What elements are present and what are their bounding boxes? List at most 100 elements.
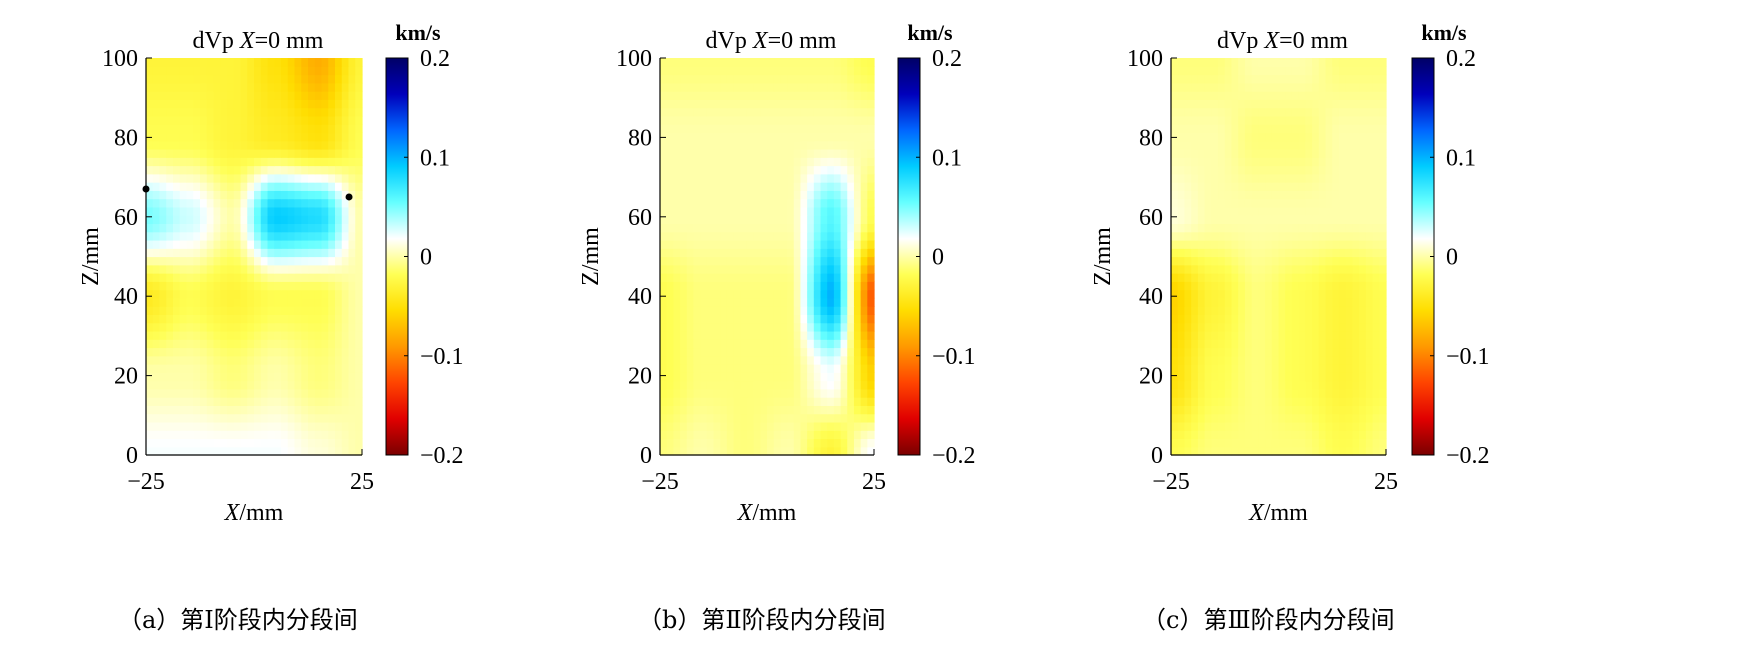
heatmap-cell (820, 413, 828, 423)
heatmap-cell (1177, 281, 1186, 291)
heatmap-cell (328, 231, 336, 241)
heatmap-cell (348, 388, 356, 398)
heatmap-cell (1352, 314, 1360, 324)
heatmap-cell (1211, 215, 1219, 225)
heatmap-cell (1244, 82, 1253, 92)
heatmap-cell (813, 314, 822, 324)
heatmap-cell (813, 148, 822, 158)
heatmap-cell (173, 281, 181, 291)
heatmap-cell (1184, 281, 1192, 291)
heatmap-cell (1251, 206, 1259, 216)
heatmap-cell (1379, 372, 1387, 382)
heatmap-cell (206, 306, 215, 315)
heatmap-cell (1379, 66, 1387, 76)
heatmap-cell (247, 264, 255, 274)
heatmap-cell (321, 273, 329, 282)
heatmap-cell (1312, 322, 1320, 332)
heatmap-cell (200, 430, 208, 440)
panel-b: 0 20 40 60 80 100 −25 25 X/mm Z/mm dVp X=0 mm 0.2 0.… (578, 20, 976, 634)
heatmap-cell (328, 74, 336, 84)
heatmap-cell (1352, 289, 1360, 299)
heatmap-cell (227, 157, 235, 167)
heatmap-cell (820, 438, 828, 448)
heatmap-cell (726, 165, 735, 175)
heatmap-cell (680, 397, 688, 406)
heatmap-cell (753, 339, 761, 349)
heatmap-cell (159, 107, 167, 117)
heatmap-cell (166, 372, 174, 382)
heatmap-cell (294, 165, 302, 175)
heatmap-cell (760, 306, 768, 315)
heatmap-cell (1338, 314, 1347, 324)
heatmap-cell (355, 339, 363, 349)
heatmap-cell (847, 58, 855, 67)
heatmap-cell (186, 273, 194, 282)
heatmap-cell (760, 99, 768, 109)
heatmap-cell (666, 124, 674, 134)
heatmap-cell (1338, 157, 1347, 167)
heatmap-cell (227, 115, 235, 125)
heatmap-cell (1177, 421, 1186, 431)
heatmap-cell (800, 281, 808, 291)
heatmap-cell (341, 132, 350, 142)
heatmap-cell (673, 306, 681, 315)
heatmap-cell (355, 239, 363, 249)
heatmap-cell (1379, 215, 1387, 225)
heatmap-cell (294, 231, 302, 241)
heatmap-cell (780, 239, 788, 249)
heatmap-cell (807, 190, 815, 200)
heatmap-cell (1211, 297, 1219, 307)
heatmap-cell (800, 198, 808, 208)
heatmap-cell (753, 206, 761, 216)
heatmap-cell (1379, 198, 1387, 208)
heatmap-cell (1218, 148, 1226, 158)
heatmap-cell (780, 74, 788, 84)
heatmap-cell (1224, 446, 1233, 456)
heatmap-cell (1285, 165, 1293, 175)
heatmap-cell (1224, 330, 1233, 340)
heatmap-cell (867, 372, 875, 382)
heatmap-cell (1211, 256, 1219, 266)
heatmap-cell (1305, 330, 1313, 340)
heatmap-cell (660, 74, 668, 84)
heatmap-cell (301, 364, 309, 373)
heatmap-cell (820, 239, 828, 249)
heatmap-cell (726, 239, 735, 249)
heatmap-cell (308, 330, 316, 340)
heatmap-cell (240, 82, 248, 92)
heatmap-cell (773, 157, 781, 167)
heatmap-cell (1258, 430, 1266, 440)
heatmap-cell (847, 388, 855, 398)
heatmap-cell (1238, 413, 1246, 423)
heatmap-cell (240, 223, 248, 233)
heatmap-cell (1177, 82, 1186, 92)
heatmap-cell (308, 446, 316, 456)
heatmap-cell (213, 314, 221, 324)
heatmap-cell (1298, 157, 1306, 167)
heatmap-cell (787, 148, 795, 158)
heatmap-cell (247, 339, 255, 349)
heatmap-cell (321, 148, 329, 158)
heatmap-cell (1184, 173, 1192, 183)
heatmap-cell (673, 289, 681, 299)
heatmap-cell (152, 405, 161, 415)
heatmap-cell (281, 165, 289, 175)
heatmap-cell (1197, 215, 1206, 225)
heatmap-cell (680, 124, 688, 134)
heatmap-cell (1191, 132, 1199, 142)
heatmap-cell (807, 306, 815, 315)
heatmap-cell (267, 173, 275, 183)
heatmap-cell (328, 256, 336, 266)
heatmap-cell (355, 330, 363, 340)
heatmap-cell (1238, 297, 1246, 307)
heatmap-cell (853, 99, 862, 109)
heatmap-cell (166, 157, 174, 167)
heatmap-cell (247, 206, 255, 216)
heatmap-cell (780, 58, 788, 67)
heatmap-cell (213, 66, 221, 76)
heatmap-cell (247, 413, 255, 423)
heatmap-cell (173, 223, 181, 233)
heatmap-cell (1312, 66, 1320, 76)
heatmap-cell (1318, 99, 1327, 109)
heatmap-cell (733, 107, 741, 117)
